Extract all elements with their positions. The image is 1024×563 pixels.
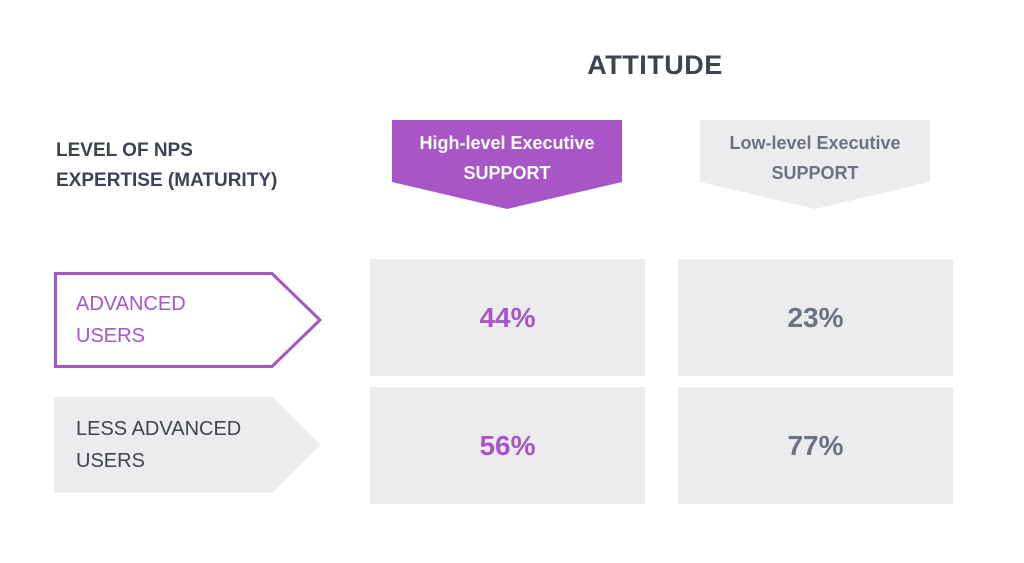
- row-label-advanced-users: ADVANCED USERS: [54, 272, 324, 368]
- row-label-less-advanced-text: LESS ADVANCED USERS: [76, 413, 306, 477]
- column-header-high-support: High-level Executive SUPPORT: [392, 120, 622, 209]
- column-header-high-line1: High-level Executive: [419, 133, 595, 153]
- row-label-less-advanced-users: LESS ADVANCED USERS: [54, 397, 324, 493]
- row-heading-line1: LEVEL OF NPS: [56, 140, 193, 161]
- column-header-high-label: High-level Executive SUPPORT: [392, 128, 622, 188]
- column-header-low-line2: SUPPORT: [771, 163, 859, 183]
- down-arrow-shape: [392, 120, 622, 209]
- column-header-low-support: Low-level Executive SUPPORT: [700, 120, 930, 209]
- row-label-less-advanced-line1: LESS ADVANCED: [76, 418, 242, 440]
- row-label-advanced-text: ADVANCED USERS: [76, 288, 306, 352]
- right-arrow-shape: [54, 397, 320, 493]
- cell-advanced-high: 44%: [370, 259, 645, 376]
- row-label-advanced-line1: ADVANCED: [76, 293, 186, 315]
- row-label-advanced-line2: USERS: [76, 325, 145, 347]
- title-attitude: ATTITUDE: [587, 50, 723, 80]
- column-header-low-line1: Low-level Executive: [729, 133, 901, 153]
- cell-advanced-low: 23%: [678, 259, 953, 376]
- row-label-less-advanced-line2: USERS: [76, 450, 145, 472]
- column-header-low-label: Low-level Executive SUPPORT: [700, 128, 930, 188]
- right-arrow-outline-shape: [54, 272, 323, 368]
- row-heading-line2: EXPERTISE (MATURITY): [56, 170, 278, 191]
- row-heading: LEVEL OF NPS EXPERTISE (MATURITY): [56, 136, 356, 196]
- cell-less-advanced-low: 77%: [678, 387, 953, 504]
- down-arrow-shape: [700, 120, 930, 209]
- column-header-high-line2: SUPPORT: [463, 163, 551, 183]
- cell-less-advanced-high: 56%: [370, 387, 645, 504]
